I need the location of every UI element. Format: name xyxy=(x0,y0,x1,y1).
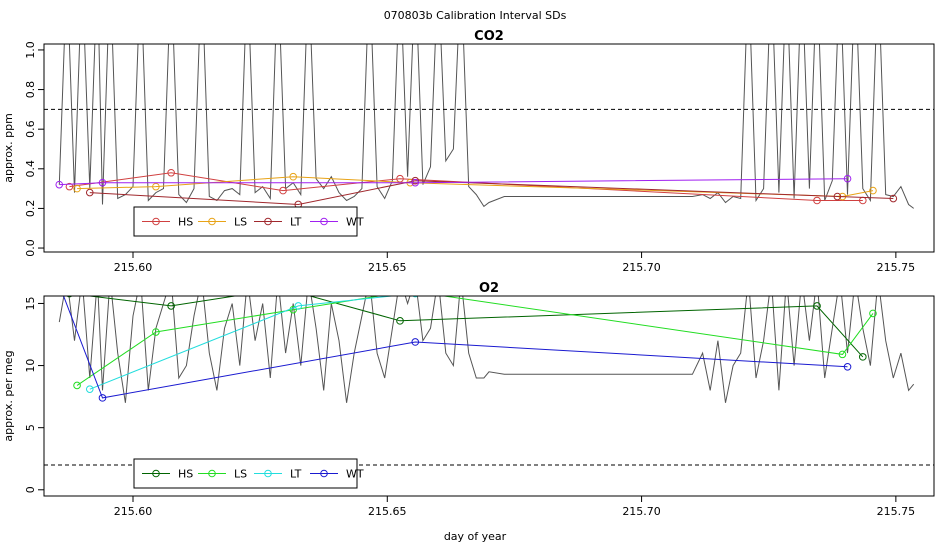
series-wt-point xyxy=(98,178,107,187)
series-wt-point xyxy=(843,363,852,371)
series-lt-point xyxy=(294,302,303,310)
series-wt-point xyxy=(843,174,852,183)
legend-label: LS xyxy=(234,216,247,229)
x-tick-label: 215.60 xyxy=(114,261,153,274)
y-tick-label: 0.0 xyxy=(24,239,37,256)
figure-title: 070803b Calibration Interval SDs xyxy=(384,9,567,22)
legend-swatch-marker xyxy=(320,469,328,478)
series-lt-line xyxy=(89,180,894,206)
series-hs-point xyxy=(66,296,73,298)
plot-area xyxy=(44,44,934,209)
legend-swatch-marker xyxy=(152,217,160,226)
series-lt-point xyxy=(889,194,898,203)
series-ls-point xyxy=(73,184,81,193)
legend: HS LS LT WT xyxy=(133,206,364,237)
panel-title: CO2 xyxy=(474,29,504,44)
series-lt-point xyxy=(833,192,842,201)
series-ls-point xyxy=(289,172,298,181)
plot-frame xyxy=(43,295,935,497)
plot-frame xyxy=(43,43,935,253)
legend-label: WT xyxy=(346,216,364,229)
x-tick-label: 215.60 xyxy=(114,505,153,518)
series-hs-point xyxy=(813,302,821,310)
series-lt-point xyxy=(412,296,419,298)
series-ls-point xyxy=(73,381,81,390)
series-lt-point xyxy=(85,385,94,393)
series-ls-point xyxy=(838,350,847,359)
background-trace xyxy=(58,296,915,403)
x-tick-label: 215.65 xyxy=(368,261,407,274)
legend-label: WT xyxy=(346,468,364,481)
y-tick-label: 0.2 xyxy=(24,200,37,218)
y-axis-label: approx. per meg xyxy=(2,350,15,441)
y-tick-label: 0.4 xyxy=(24,160,37,178)
legend-label: HS xyxy=(178,216,193,229)
series-lt-line xyxy=(89,296,397,390)
y-tick-label: 5 xyxy=(24,424,37,431)
legend-swatch-marker xyxy=(264,217,272,226)
series-ls-point xyxy=(152,328,160,336)
series-wt-line xyxy=(59,178,848,186)
series-hs-point xyxy=(859,353,867,361)
x-axis-label: day of year xyxy=(444,530,507,543)
series-hs-point xyxy=(167,168,175,177)
series-wt-point xyxy=(411,178,420,187)
series-hs-point xyxy=(813,196,821,205)
x-tick-label: 215.75 xyxy=(877,261,916,274)
series-wt-point xyxy=(56,282,63,289)
legend-swatch-marker xyxy=(208,217,216,226)
series-wt-point xyxy=(98,394,107,402)
series-lt-point xyxy=(890,283,897,290)
co2-panel: CO2 approx. ppm 0.0 0.2 0.4 0.6 0.8 1.0 215.60 21… xyxy=(2,29,935,274)
y-tick-label: 15 xyxy=(24,296,37,310)
y-axis-label: approx. ppm xyxy=(2,113,15,183)
series-hs-point xyxy=(65,182,74,191)
series-lt-point xyxy=(411,176,420,185)
series-wt-point xyxy=(55,180,64,189)
series-hs-point xyxy=(279,186,287,195)
series-ls-point xyxy=(152,182,160,191)
x-tick-label: 215.75 xyxy=(877,505,916,518)
series-ls-point xyxy=(407,288,414,295)
y-tick-label: 0.8 xyxy=(24,81,37,99)
y-tick-label: 1.0 xyxy=(24,41,37,59)
x-tick-label: 215.70 xyxy=(622,261,661,274)
plot-area xyxy=(44,282,934,466)
x-tick-label: 215.70 xyxy=(622,505,661,518)
legend-label: LS xyxy=(234,468,247,481)
series-hs-line xyxy=(69,172,863,201)
series-hs-point xyxy=(167,302,175,310)
panel-title: O2 xyxy=(479,281,499,296)
legend-label: HS xyxy=(178,468,193,481)
series-lt-point xyxy=(85,188,94,197)
series-hs-point xyxy=(280,285,287,292)
legend-swatch-marker xyxy=(208,469,216,478)
series-wt-point xyxy=(411,338,420,346)
series-ls-line xyxy=(77,176,874,198)
background-trace xyxy=(58,44,915,209)
y-tick-label: 10 xyxy=(24,359,37,373)
y-tick-label: 0 xyxy=(24,486,37,493)
series-hs-line xyxy=(85,296,864,358)
series-wt-line xyxy=(63,296,848,399)
legend: HS LS LT WT xyxy=(133,458,364,489)
legend-swatch-marker xyxy=(264,469,272,478)
series-ls-point xyxy=(869,309,877,318)
x-tick-label: 215.65 xyxy=(368,505,407,518)
legend-label: LT xyxy=(290,468,302,481)
legend-swatch-marker xyxy=(152,469,160,478)
y-tick-label: 0.6 xyxy=(24,120,37,138)
legend-swatch-marker xyxy=(320,217,328,226)
series-ls-point xyxy=(869,186,877,195)
o2-panel: O2 approx. per meg 0 5 10 15 215.60 215.65 215.7… xyxy=(2,281,935,518)
series-lt-point xyxy=(834,285,841,292)
legend-label: LT xyxy=(290,216,302,229)
series-hs-point xyxy=(396,317,404,325)
